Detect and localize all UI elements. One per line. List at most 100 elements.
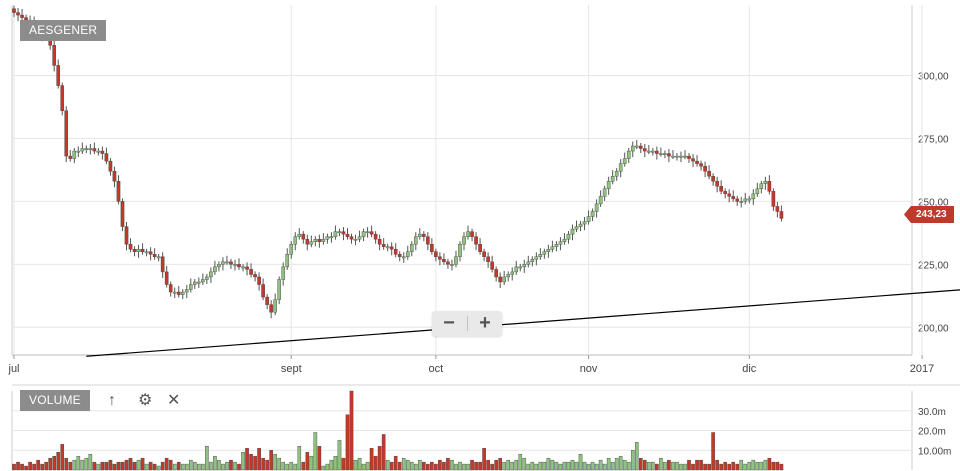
volume-bar <box>341 457 346 471</box>
candle-body <box>217 264 221 268</box>
candle-body <box>237 264 241 268</box>
volume-bar <box>570 459 575 471</box>
candle-body <box>462 236 466 245</box>
settings-icon[interactable]: ⚙ <box>138 392 153 409</box>
volume-bar <box>241 452 245 471</box>
volume-bar <box>136 459 141 471</box>
candle-body <box>168 284 173 293</box>
candle-body <box>321 238 326 242</box>
trendline <box>86 289 960 357</box>
candle-body <box>160 256 165 273</box>
zoom-in-button[interactable]: + <box>479 312 491 334</box>
volume-bar <box>743 463 748 471</box>
volume-bar <box>48 457 52 471</box>
volume-bar <box>24 465 28 471</box>
candle-body <box>393 249 398 255</box>
candle-body <box>614 170 619 177</box>
candle-body <box>715 181 719 187</box>
candle-body <box>522 264 527 268</box>
candle-body <box>683 155 687 158</box>
candle-body <box>490 261 494 270</box>
volume-bar <box>767 457 772 471</box>
candle-body <box>538 254 543 257</box>
candle-body <box>349 236 354 240</box>
volume-bar <box>160 461 165 471</box>
candle-body <box>687 155 691 159</box>
volume-bar <box>245 448 249 471</box>
candle-body <box>301 233 306 240</box>
candle-body <box>679 155 683 158</box>
candle-body <box>148 251 153 255</box>
candle-body <box>221 261 225 265</box>
volume-bars-group <box>12 390 784 471</box>
volume-bar <box>217 459 221 471</box>
candle-body <box>257 276 261 285</box>
volume-bar <box>675 461 679 471</box>
candle-body <box>771 191 776 207</box>
candle-body <box>586 216 591 222</box>
volume-bar <box>108 459 113 471</box>
x-tick-label: 2017 <box>910 363 934 375</box>
symbol-tag: AESGENER <box>20 20 107 41</box>
y-tick-label: 200,00 <box>918 323 949 334</box>
zoom-out-button[interactable]: − <box>443 312 455 334</box>
candle-body <box>229 261 233 265</box>
volume-bar <box>474 461 478 471</box>
candle-body <box>630 145 635 152</box>
volume-bar <box>305 452 310 471</box>
candle-body <box>498 276 502 283</box>
volume-bar <box>44 461 48 471</box>
close-icon[interactable]: ✕ <box>167 392 181 409</box>
candle-body <box>60 85 65 111</box>
volume-y-tick-label: 10.00m <box>918 446 951 457</box>
candle-body <box>655 150 659 154</box>
volume-bar <box>273 454 277 471</box>
volume-bar <box>430 461 434 471</box>
zoom-divider <box>467 316 468 331</box>
candle-body <box>92 148 97 152</box>
volume-bar <box>638 457 643 471</box>
candle-body <box>691 158 695 162</box>
volume-bar <box>52 455 56 471</box>
candle-body <box>184 289 189 293</box>
candle-body <box>261 284 265 298</box>
volume-bar <box>301 461 306 471</box>
volume-bar <box>120 461 125 471</box>
volume-bar <box>188 459 193 471</box>
candle-body <box>651 150 655 153</box>
volume-bar <box>205 446 209 471</box>
candle-body <box>285 254 290 268</box>
volume-bar <box>201 463 205 471</box>
volume-bar <box>731 461 736 471</box>
volume-bar <box>526 463 531 471</box>
candle-body <box>273 299 277 313</box>
candle-body <box>357 236 362 240</box>
volume-bar <box>148 461 153 471</box>
volume-bar <box>574 461 579 471</box>
volume-bar <box>450 459 454 471</box>
candle-body <box>100 150 105 154</box>
candle-body <box>759 183 764 190</box>
volume-bar <box>723 461 727 471</box>
volume-bar <box>490 463 494 471</box>
volume-bar <box>265 459 269 471</box>
volume-bar <box>647 461 651 471</box>
candle-body <box>542 251 547 255</box>
volume-bar <box>237 463 241 471</box>
candle-body <box>763 181 768 184</box>
candle-body <box>305 238 310 245</box>
candle-body <box>353 238 358 241</box>
volume-bar <box>309 455 314 471</box>
candle-body <box>12 8 16 13</box>
candle-body <box>289 244 294 255</box>
candle-body <box>775 206 780 212</box>
candle-body <box>514 266 519 273</box>
volume-bar <box>96 463 101 471</box>
volume-bar <box>180 463 185 471</box>
move-up-icon[interactable]: ↑ <box>108 392 116 409</box>
volume-bar <box>124 459 129 471</box>
candle-body <box>413 236 418 245</box>
candle-body <box>164 271 169 285</box>
candle-body <box>767 181 772 192</box>
volume-bar <box>381 434 386 471</box>
